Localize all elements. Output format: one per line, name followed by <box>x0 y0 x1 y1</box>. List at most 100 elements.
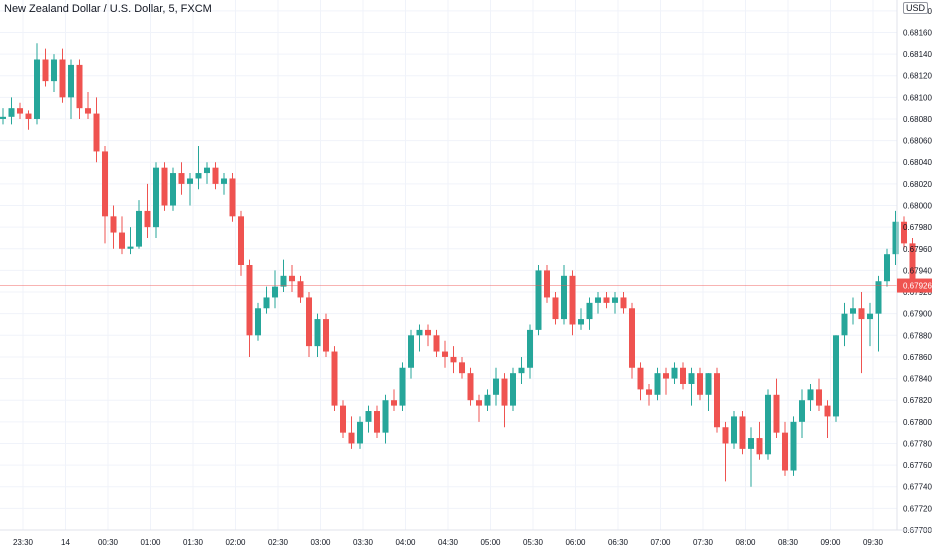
candle[interactable] <box>272 270 278 309</box>
candle[interactable] <box>331 346 338 412</box>
candle[interactable] <box>314 313 321 357</box>
candle[interactable] <box>25 110 32 130</box>
candle[interactable] <box>170 167 176 211</box>
candle[interactable] <box>595 292 601 314</box>
candle[interactable] <box>365 405 372 433</box>
candle[interactable] <box>102 146 108 244</box>
candle[interactable] <box>51 54 57 92</box>
candle[interactable] <box>510 367 516 412</box>
candle[interactable] <box>416 324 423 352</box>
candle[interactable] <box>144 183 151 238</box>
candle[interactable] <box>807 383 814 412</box>
candle[interactable] <box>901 216 907 249</box>
candle[interactable] <box>603 292 610 309</box>
candle[interactable] <box>544 265 550 303</box>
candle[interactable] <box>493 367 499 406</box>
candle[interactable] <box>858 292 865 374</box>
candle[interactable] <box>85 91 91 119</box>
candle[interactable] <box>374 405 380 439</box>
candle[interactable] <box>161 162 168 211</box>
candle[interactable] <box>450 346 457 374</box>
candle[interactable] <box>484 389 491 412</box>
candle[interactable] <box>680 362 686 390</box>
candle[interactable] <box>867 302 873 347</box>
candle[interactable] <box>765 389 771 460</box>
candle[interactable] <box>663 367 669 395</box>
candle[interactable] <box>892 210 899 265</box>
candle[interactable] <box>586 297 593 330</box>
candle[interactable] <box>833 335 839 422</box>
candle[interactable] <box>212 162 219 190</box>
candle[interactable] <box>17 102 23 119</box>
candle[interactable] <box>535 265 542 336</box>
candle[interactable] <box>119 216 125 255</box>
candle[interactable] <box>739 411 746 455</box>
candle[interactable] <box>0 108 6 125</box>
candle[interactable] <box>637 362 644 401</box>
candle[interactable] <box>714 367 720 433</box>
candle[interactable] <box>773 378 780 439</box>
candle[interactable] <box>382 394 389 444</box>
candle[interactable] <box>875 275 882 352</box>
candle[interactable] <box>229 173 236 222</box>
candle[interactable] <box>824 400 831 439</box>
candle[interactable] <box>221 173 227 195</box>
candle[interactable] <box>93 97 100 163</box>
candle[interactable] <box>884 248 890 287</box>
candle[interactable] <box>688 367 695 406</box>
candle[interactable] <box>654 367 661 401</box>
candle[interactable] <box>476 394 482 422</box>
candle[interactable] <box>357 416 363 449</box>
candle[interactable] <box>76 59 83 119</box>
price-axis[interactable]: 0.681800.681600.681400.681200.681000.680… <box>896 0 932 535</box>
candle[interactable] <box>178 162 185 195</box>
candle[interactable] <box>263 286 270 314</box>
candle[interactable] <box>8 97 15 125</box>
candle[interactable] <box>42 48 49 87</box>
candle[interactable] <box>187 173 193 206</box>
candle[interactable] <box>850 297 856 325</box>
candle[interactable] <box>671 362 678 384</box>
candle[interactable] <box>442 340 448 368</box>
candle[interactable] <box>646 383 652 406</box>
candle[interactable] <box>408 329 414 379</box>
candle[interactable] <box>569 270 576 336</box>
candle[interactable] <box>561 265 567 325</box>
candle[interactable] <box>501 373 508 428</box>
candle[interactable] <box>620 292 627 314</box>
candle[interactable] <box>756 421 763 460</box>
candle[interactable] <box>552 292 559 325</box>
candle[interactable] <box>425 324 431 347</box>
candle[interactable] <box>136 200 142 249</box>
candle[interactable] <box>110 205 117 249</box>
candle[interactable] <box>629 302 635 379</box>
candle[interactable] <box>799 389 805 439</box>
candle[interactable] <box>459 356 465 379</box>
candle[interactable] <box>238 210 244 276</box>
candle[interactable] <box>255 302 261 341</box>
candle[interactable] <box>790 416 797 476</box>
candles[interactable] <box>0 43 916 487</box>
candle[interactable] <box>340 400 346 439</box>
candle[interactable] <box>527 324 533 379</box>
candle[interactable] <box>391 389 397 412</box>
candle[interactable] <box>467 367 474 406</box>
candle[interactable] <box>578 308 584 330</box>
candle[interactable] <box>297 275 304 303</box>
candle[interactable] <box>748 427 754 487</box>
candle[interactable] <box>34 43 40 125</box>
candle[interactable] <box>816 378 822 412</box>
candle[interactable] <box>68 59 74 119</box>
candle[interactable] <box>518 356 525 384</box>
candle[interactable] <box>782 421 788 476</box>
candle[interactable] <box>731 411 737 449</box>
candle[interactable] <box>612 292 618 314</box>
candle[interactable] <box>127 227 134 255</box>
candle[interactable] <box>306 292 312 357</box>
candle[interactable] <box>722 421 729 482</box>
candle[interactable] <box>841 302 848 347</box>
candle[interactable] <box>399 362 406 412</box>
candle[interactable] <box>204 162 210 184</box>
